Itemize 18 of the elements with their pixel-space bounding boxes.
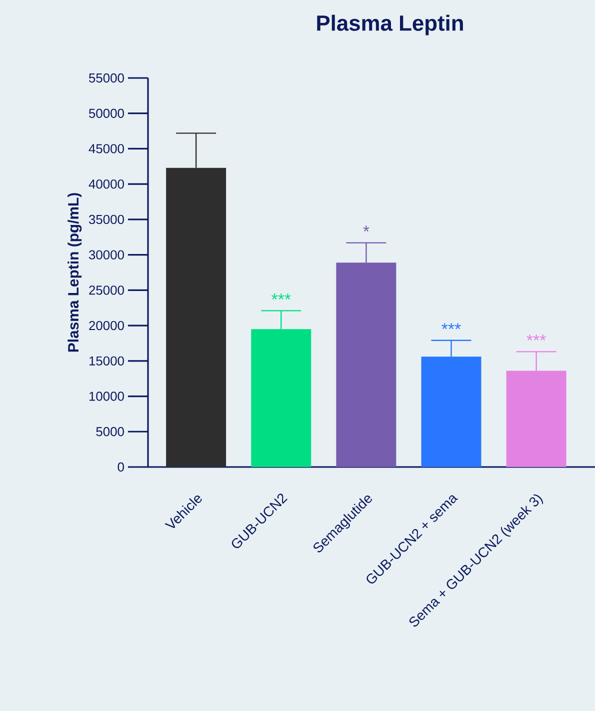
y-tick-label: 0 [118, 462, 124, 472]
data-label: *** [272, 294, 291, 300]
y-tick-label: 40000 [88, 180, 124, 189]
y-axis-title: Plasma Leptin (pg/mL) [68, 193, 82, 352]
chart-title: Plasma Leptin [317, 14, 463, 36]
y-tick-label: 45000 [88, 144, 124, 154]
y-tick-label: 35000 [88, 214, 124, 224]
data-label: *** [442, 323, 461, 330]
data-label: *** [526, 334, 546, 340]
data-label: * [363, 226, 370, 232]
y-tick-label: 55000 [88, 73, 124, 83]
y-tick-label: 5000 [96, 427, 124, 436]
y-tick-label: 50000 [88, 108, 124, 118]
y-tick-label: 25000 [89, 286, 124, 295]
y-tick-label: 15000 [89, 356, 124, 366]
y-tick-label: 20000 [89, 320, 124, 330]
y-tick-label: 10000 [89, 392, 124, 401]
y-tick-label: 30000 [88, 250, 124, 260]
